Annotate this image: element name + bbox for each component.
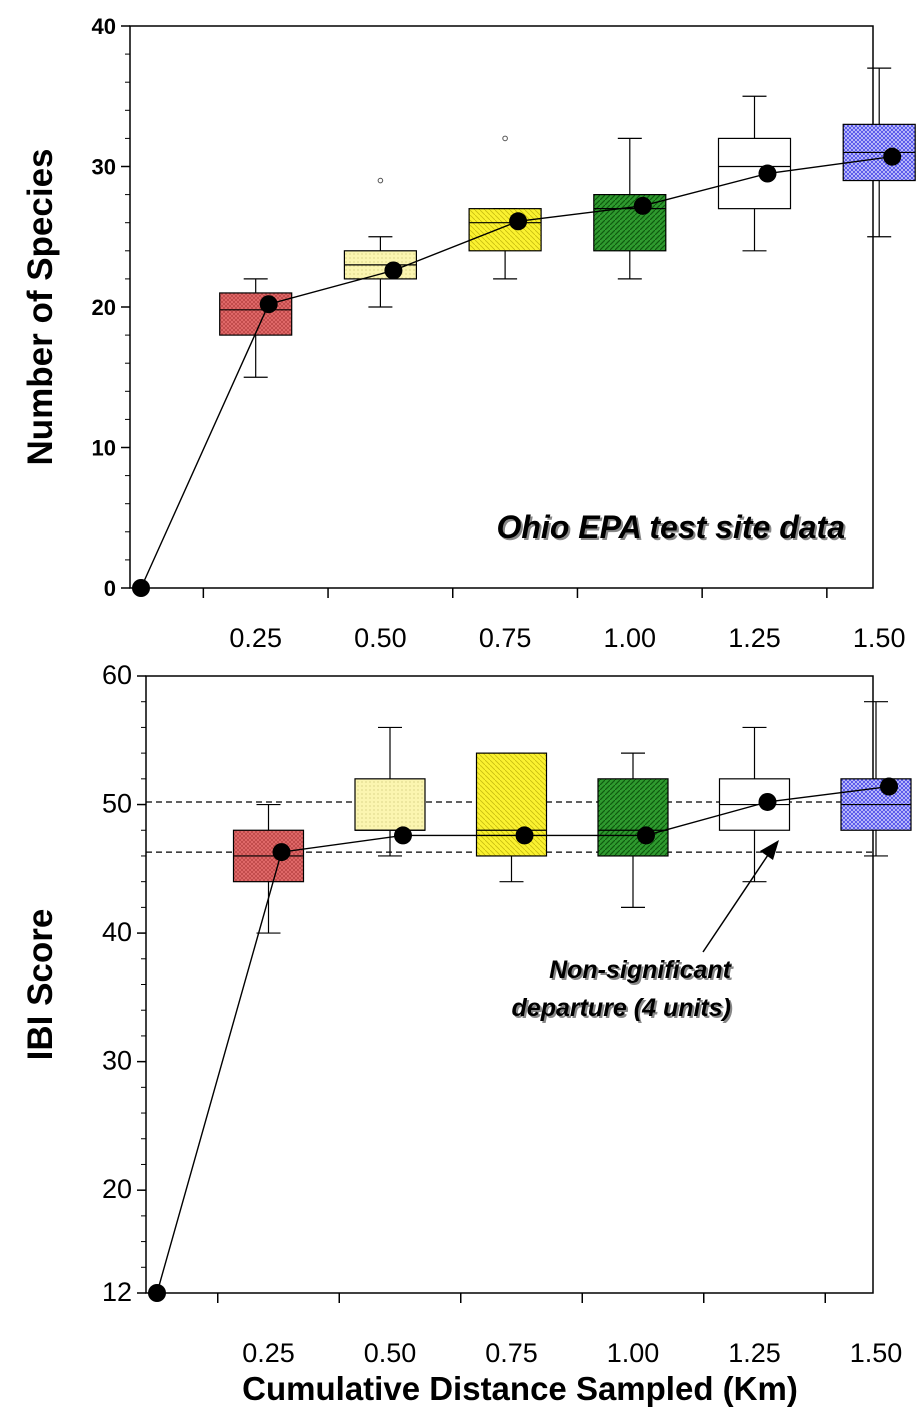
box-body <box>354 778 426 831</box>
box-0.75 <box>468 135 542 280</box>
box-1.25 <box>717 95 792 252</box>
x-tick-label: 0.75 <box>479 623 532 653</box>
annotation-arrow-line <box>702 851 771 953</box>
y-tick-label: 40 <box>92 14 116 39</box>
mean-point <box>637 826 655 845</box>
annotation-text: Ohio EPA test site data <box>496 509 845 545</box>
annotation-text: departure (4 units) <box>512 994 731 1022</box>
y-tick-label: 12 <box>102 1277 132 1307</box>
box-0.75 <box>475 752 548 883</box>
x-tick-label: 0.25 <box>229 623 282 653</box>
y-tick-label: 10 <box>92 436 116 461</box>
mean-point <box>272 843 291 862</box>
box-1.00 <box>593 137 667 280</box>
x-axis-title: Cumulative Distance Sampled (Km) <box>242 1370 798 1407</box>
box-body <box>717 137 792 210</box>
annotation-text: Non-significant <box>549 956 733 984</box>
species-panel: 0 10 20 30 40 Number of Species 0.25 0.50 0.75 1.… <box>21 14 916 653</box>
y-axis-title: Number of Species <box>21 148 60 465</box>
x-tick-label: 0.50 <box>354 623 407 653</box>
ibi-panel: 12 20 30 40 50 60 IBI Score 0.25 0.50 0.75 1.00 1.2… <box>21 660 912 1368</box>
y-tick-label: 60 <box>102 660 132 690</box>
y-tick-label: 40 <box>102 917 132 947</box>
x-tick-label: 1.50 <box>853 623 906 653</box>
box-0.50 <box>354 726 426 857</box>
box-1.25 <box>718 726 791 883</box>
annotation-arrow-head <box>760 840 779 860</box>
mean-point <box>132 579 150 597</box>
outlier-point <box>502 135 508 142</box>
box-1.00 <box>597 752 669 908</box>
box-1.50 <box>842 67 916 238</box>
x-tick-label: 1.25 <box>728 623 781 653</box>
y-tick-label: 0 <box>104 576 116 601</box>
mean-point <box>883 147 902 166</box>
annotation-shadow: Ohio EPA test site data <box>498 511 847 547</box>
annotation-shadow: Non-significant <box>551 958 735 986</box>
box-0.25 <box>219 278 293 378</box>
y-tick-label: 30 <box>102 1046 132 1076</box>
box-body <box>593 194 667 252</box>
x-tick-label: 1.00 <box>604 623 657 653</box>
x-tick-label: 1.00 <box>607 1338 660 1368</box>
mean-point <box>515 826 534 845</box>
mean-point <box>259 295 278 314</box>
x-tick-label: 1.25 <box>728 1338 781 1368</box>
x-tick-label: 0.25 <box>242 1338 295 1368</box>
y-tick-label: 30 <box>92 155 116 180</box>
mean-point <box>758 164 777 183</box>
box-body <box>597 778 669 857</box>
box-0.50 <box>343 177 417 308</box>
mean-point <box>509 212 528 231</box>
mean-point <box>394 826 412 845</box>
y-tick-label: 50 <box>102 789 132 819</box>
box-body <box>475 752 548 857</box>
box-1.50 <box>840 701 912 857</box>
outlier-point <box>377 177 384 184</box>
mean-point <box>633 196 652 215</box>
y-axis-title: IBI Score <box>21 909 60 1061</box>
y-tick-label: 20 <box>92 295 116 320</box>
x-tick-label: 0.50 <box>364 1338 417 1368</box>
y-tick-label: 20 <box>102 1174 132 1204</box>
box-body <box>219 292 293 336</box>
mean-point <box>758 792 777 811</box>
annotation-shadow: departure (4 units) <box>514 996 733 1024</box>
box-body <box>468 208 542 252</box>
mean-point <box>880 777 898 796</box>
mean-point <box>148 1284 166 1302</box>
x-tick-label: 1.50 <box>850 1338 903 1368</box>
x-tick-label: 0.75 <box>485 1338 538 1368</box>
box-0.25 <box>232 803 305 934</box>
mean-point <box>384 261 403 280</box>
